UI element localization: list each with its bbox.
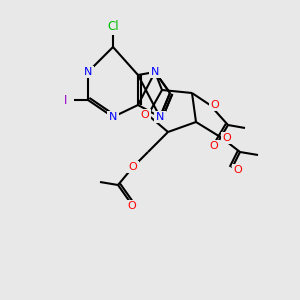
- Text: O: O: [223, 133, 231, 143]
- Text: O: O: [141, 110, 149, 120]
- Text: O: O: [234, 165, 242, 175]
- Text: O: O: [128, 201, 136, 211]
- Text: N: N: [109, 112, 117, 122]
- Text: N: N: [151, 67, 159, 77]
- Text: N: N: [156, 112, 164, 122]
- Text: I: I: [64, 94, 68, 106]
- Text: N: N: [84, 67, 92, 77]
- Text: O: O: [210, 141, 218, 151]
- Text: Cl: Cl: [107, 20, 119, 34]
- Text: O: O: [129, 162, 137, 172]
- Text: O: O: [211, 100, 219, 110]
